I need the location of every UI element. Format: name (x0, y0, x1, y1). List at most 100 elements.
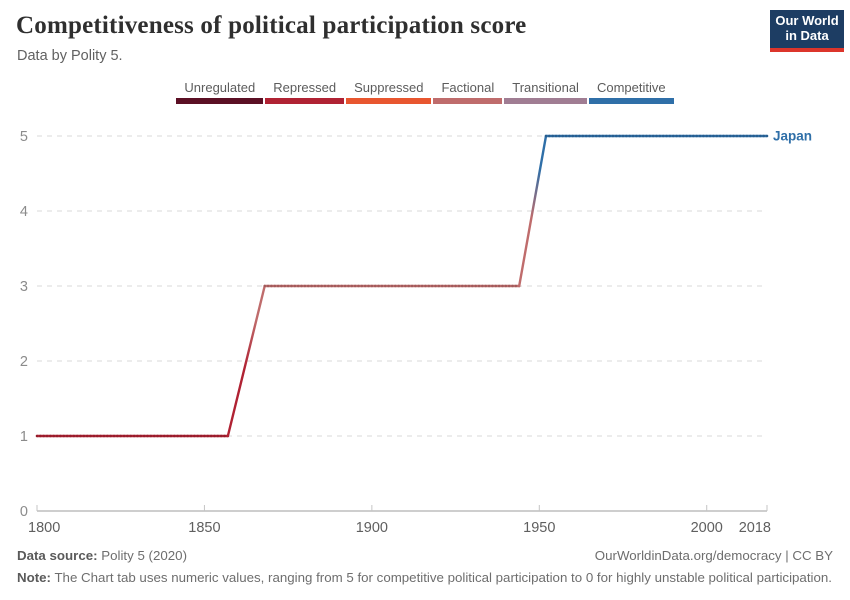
data-point[interactable] (561, 134, 564, 138)
data-point[interactable] (410, 284, 414, 288)
data-point[interactable] (461, 284, 464, 288)
data-point[interactable] (384, 284, 387, 288)
data-point[interactable] (477, 284, 481, 288)
data-point[interactable] (370, 284, 374, 288)
owid-logo[interactable]: Our World in Data (770, 10, 844, 52)
data-point[interactable] (655, 134, 658, 138)
data-point[interactable] (474, 284, 477, 288)
data-point[interactable] (732, 134, 735, 138)
data-point[interactable] (450, 284, 454, 288)
data-point[interactable] (286, 284, 290, 288)
data-point[interactable] (52, 434, 55, 438)
data-point[interactable] (568, 134, 571, 138)
data-point[interactable] (487, 284, 491, 288)
data-point[interactable] (387, 284, 390, 288)
data-point[interactable] (558, 134, 561, 138)
data-point[interactable] (618, 134, 621, 138)
data-point[interactable] (293, 284, 297, 288)
data-point[interactable] (447, 284, 451, 288)
data-point[interactable] (313, 284, 317, 288)
data-point[interactable] (270, 284, 273, 288)
data-point[interactable] (89, 434, 92, 438)
data-point[interactable] (39, 434, 42, 438)
data-point[interactable] (752, 134, 755, 138)
data-point[interactable] (189, 434, 193, 438)
data-point[interactable] (152, 434, 156, 438)
legend-item-factional[interactable]: Factional (433, 80, 503, 104)
data-point[interactable] (712, 134, 715, 138)
data-point[interactable] (69, 434, 72, 438)
data-point[interactable] (722, 134, 725, 138)
data-point[interactable] (598, 134, 601, 138)
data-point[interactable] (615, 134, 618, 138)
data-point[interactable] (420, 284, 424, 288)
data-point[interactable] (551, 134, 554, 138)
data-point[interactable] (581, 134, 585, 138)
data-point[interactable] (491, 284, 494, 288)
data-point[interactable] (698, 134, 702, 138)
data-point[interactable] (675, 134, 678, 138)
data-point[interactable] (728, 134, 732, 138)
data-point[interactable] (400, 284, 404, 288)
data-point[interactable] (715, 134, 719, 138)
entity-label[interactable]: Japan (773, 129, 812, 144)
data-point[interactable] (511, 284, 514, 288)
data-point[interactable] (564, 134, 568, 138)
data-point[interactable] (343, 284, 347, 288)
data-point[interactable] (333, 284, 337, 288)
data-point[interactable] (440, 284, 444, 288)
data-point[interactable] (605, 134, 608, 138)
data-point[interactable] (544, 134, 548, 138)
data-point[interactable] (507, 284, 511, 288)
data-point[interactable] (762, 134, 765, 138)
data-point[interactable] (263, 284, 266, 288)
legend-item-unregulated[interactable]: Unregulated (176, 80, 264, 104)
data-point[interactable] (742, 134, 745, 138)
data-point[interactable] (132, 434, 136, 438)
data-point[interactable] (621, 134, 625, 138)
data-point[interactable] (179, 434, 183, 438)
data-point[interactable] (638, 134, 642, 138)
data-point[interactable] (156, 434, 159, 438)
data-point[interactable] (273, 284, 277, 288)
data-point[interactable] (196, 434, 199, 438)
data-point[interactable] (82, 434, 86, 438)
data-point[interactable] (611, 134, 615, 138)
data-point[interactable] (350, 284, 354, 288)
data-point[interactable] (320, 284, 323, 288)
data-point[interactable] (427, 284, 431, 288)
data-point[interactable] (59, 434, 62, 438)
data-point[interactable] (665, 134, 668, 138)
data-point[interactable] (471, 284, 474, 288)
data-point[interactable] (380, 284, 384, 288)
data-point[interactable] (464, 284, 467, 288)
data-point[interactable] (749, 134, 752, 138)
data-point[interactable] (635, 134, 638, 138)
data-point[interactable] (317, 284, 320, 288)
data-point[interactable] (501, 284, 504, 288)
data-point[interactable] (554, 134, 558, 138)
data-point[interactable] (591, 134, 595, 138)
data-point[interactable] (85, 434, 89, 438)
data-point[interactable] (62, 434, 66, 438)
data-point[interactable] (759, 134, 762, 138)
data-point[interactable] (651, 134, 655, 138)
data-point[interactable] (548, 134, 551, 138)
data-point[interactable] (136, 434, 139, 438)
data-point[interactable] (625, 134, 628, 138)
data-point[interactable] (360, 284, 364, 288)
data-point[interactable] (327, 284, 330, 288)
data-point[interactable] (55, 434, 59, 438)
data-point[interactable] (682, 134, 685, 138)
data-point[interactable] (702, 134, 705, 138)
data-point[interactable] (186, 434, 189, 438)
data-point[interactable] (594, 134, 598, 138)
data-point[interactable] (149, 434, 153, 438)
data-point[interactable] (353, 284, 357, 288)
data-point[interactable] (139, 434, 143, 438)
data-point[interactable] (454, 284, 457, 288)
data-point[interactable] (300, 284, 303, 288)
data-point[interactable] (467, 284, 471, 288)
data-point[interactable] (584, 134, 588, 138)
data-point[interactable] (203, 434, 206, 438)
